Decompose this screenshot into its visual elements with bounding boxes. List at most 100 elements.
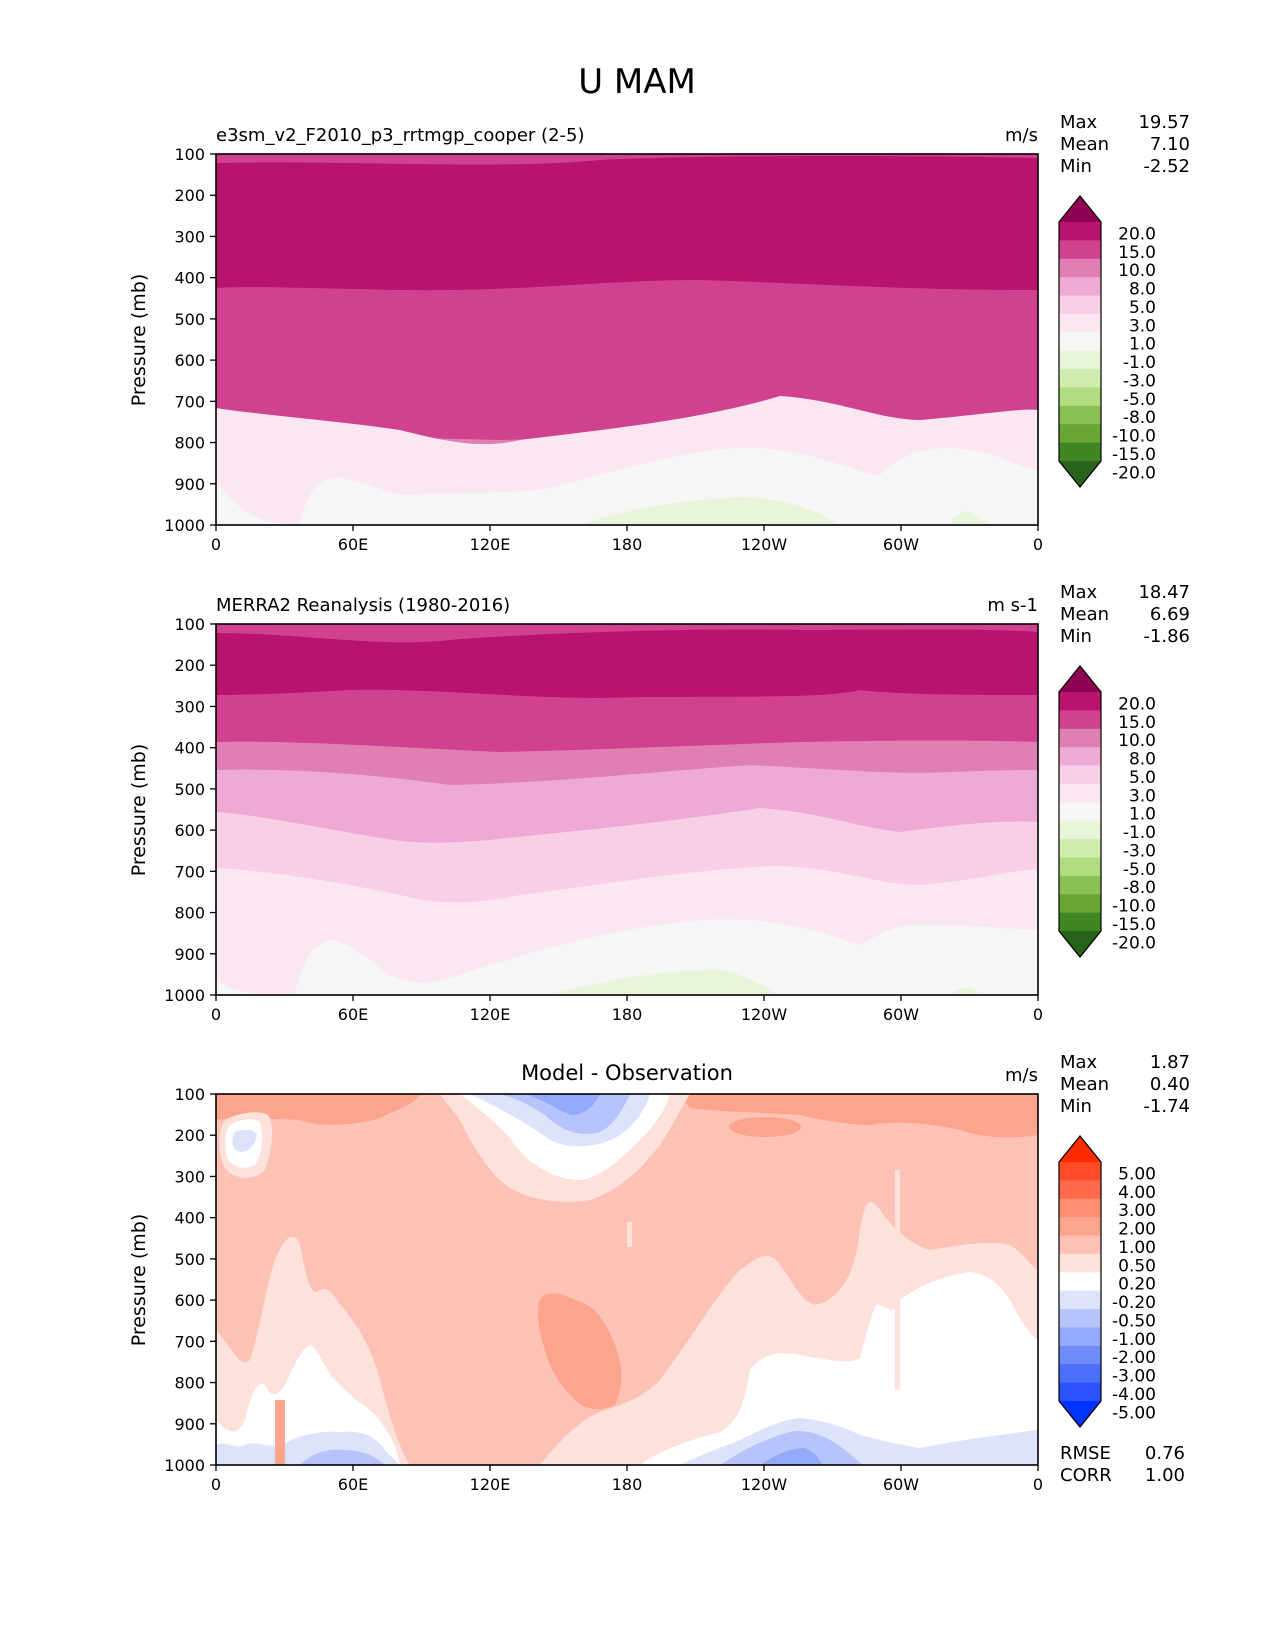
colorbar-swatch	[1059, 1345, 1101, 1365]
colorbar-tick-label: 2.00	[1118, 1220, 1156, 1240]
y-tick-label: 700	[174, 1332, 205, 1351]
colorbar-tick-label: -8.0	[1123, 878, 1156, 898]
colorbar-tick-label: -0.20	[1112, 1293, 1156, 1313]
x-tick-label: 120E	[470, 1475, 511, 1494]
band-1-2-central	[537, 1293, 622, 1410]
colorbar-extend-min	[1059, 461, 1101, 487]
colorbar-swatch	[1059, 1309, 1101, 1329]
colorbar-extend-max	[1059, 196, 1101, 222]
x-tick-label: 60E	[338, 1475, 368, 1494]
y-tick-label: 100	[174, 145, 205, 164]
colorbar-tick-label: 0.20	[1118, 1275, 1156, 1295]
colorbar-swatch	[1059, 277, 1101, 297]
y-tick-label: 300	[174, 697, 205, 716]
x-tick-label: 180	[612, 535, 643, 554]
band-neg1-east	[720, 1431, 862, 1465]
colorbar-tick-label: -2.00	[1112, 1348, 1156, 1368]
colorbar-swatch	[1059, 747, 1101, 767]
colorbar-swatch	[1059, 894, 1101, 914]
colorbar-tick-label: 20.0	[1118, 224, 1156, 244]
stat-label-min: Min	[1060, 1096, 1092, 1117]
y-tick-label: 600	[174, 351, 205, 370]
y-axis: 100 200 300 400 500 600 700 800 900 1000	[164, 615, 216, 1005]
band-15-20	[216, 155, 1038, 291]
x-axis: 0 60E 120E 180 120W 60W 0	[211, 995, 1043, 1024]
colorbar-swatch	[1059, 765, 1101, 785]
contour-field	[216, 154, 1038, 525]
colorbar-swatch	[1059, 1364, 1101, 1384]
y-tick-label: 700	[174, 862, 205, 881]
colorbar-outline	[1058, 195, 1102, 488]
colorbar-swatch	[1059, 258, 1101, 278]
y-tick-label: 700	[174, 392, 205, 411]
y-tick-label: 800	[174, 1374, 205, 1393]
stat-label-min: Min	[1060, 626, 1092, 647]
band-neg1-1	[216, 447, 1038, 525]
stat-value-min: -2.52	[1143, 156, 1190, 177]
y-axis: 100 200 300 400 500 600 700 800 900 1000	[164, 145, 216, 535]
panel-units: m/s	[1005, 1065, 1038, 1086]
colorbar-tick-label: 8.0	[1129, 750, 1156, 770]
stats-box: Max 19.57 Mean 7.10 Min -2.52	[1060, 112, 1190, 177]
stat-value-min: -1.86	[1143, 626, 1190, 647]
colorbar-swatch	[1059, 369, 1101, 389]
x-tick-label: 60E	[338, 1005, 368, 1024]
x-tick-label: 60W	[883, 1475, 919, 1494]
colorbar-swatch	[1059, 1162, 1101, 1181]
contour-field	[216, 1094, 1038, 1465]
colorbar-swatch	[1059, 405, 1101, 425]
stat-label-mean: Mean	[1060, 604, 1109, 625]
stat-value-max: 19.57	[1138, 112, 1190, 133]
colorbar-tick-label: -5.0	[1123, 860, 1156, 880]
colorbar-tick-label: 10.0	[1118, 261, 1156, 281]
colorbar-swatch	[1059, 1272, 1101, 1292]
stat-label-max: Max	[1060, 582, 1098, 603]
colorbar-tick-label: 8.0	[1129, 280, 1156, 300]
y-tick-label: 100	[174, 615, 205, 634]
y-tick-label: 500	[174, 310, 205, 329]
panel-units: m/s	[1005, 125, 1038, 146]
colorbar-tick-label: 5.0	[1129, 768, 1156, 788]
colorbar-tick-label: -4.00	[1112, 1385, 1156, 1405]
y-tick-label: 900	[174, 475, 205, 494]
y-axis-label: Pressure (mb)	[128, 1214, 150, 1347]
colorbar: 20.015.010.08.05.03.01.0-1.0-3.0-5.0-8.0…	[1058, 195, 1156, 488]
colorbar-tick-label: 15.0	[1118, 243, 1156, 263]
y-tick-label: 200	[174, 1126, 205, 1145]
band-15-20	[216, 629, 1038, 698]
x-tick-label: 120E	[470, 1005, 511, 1024]
stat-value-min: -1.74	[1143, 1096, 1190, 1117]
x-axis: 0 60E 120E 180 120W 60W 0	[211, 1465, 1043, 1494]
colorbar-swatch	[1059, 912, 1101, 932]
band-neg2-neg1-trough	[525, 1094, 600, 1115]
stat-value-mean: 0.40	[1150, 1074, 1190, 1095]
y-axis-label: Pressure (mb)	[128, 744, 150, 877]
colorbar-tick-label: -1.00	[1112, 1330, 1156, 1350]
colorbar-swatch	[1059, 802, 1101, 822]
stats-box: Max 18.47 Mean 6.69 Min -1.86	[1060, 582, 1190, 647]
y-tick-label: 200	[174, 656, 205, 675]
colorbar-tick-label: -0.50	[1112, 1311, 1156, 1331]
x-tick-label: 0	[211, 535, 221, 554]
colorbar-tick-label: 1.00	[1118, 1238, 1156, 1258]
band-0.2-0.5-streak	[627, 1222, 632, 1247]
stat-label-max: Max	[1060, 1052, 1098, 1073]
y-tick-label: 500	[174, 1250, 205, 1269]
y-tick-label: 1000	[164, 986, 205, 1005]
colorbar-swatch	[1059, 387, 1101, 407]
colorbar-tick-label: 1.0	[1129, 335, 1156, 355]
colorbar-tick-label: -3.00	[1112, 1367, 1156, 1387]
stat-label-mean: Mean	[1060, 1074, 1109, 1095]
colorbar-swatch	[1059, 1235, 1101, 1255]
x-tick-label: 0	[1033, 1475, 1043, 1494]
panel-test: e3sm_v2_F2010_p3_rrtmgp_cooper (2-5) m/s…	[128, 112, 1190, 554]
colorbar-tick-label: 3.0	[1129, 316, 1156, 336]
stat-value-max: 1.87	[1150, 1052, 1190, 1073]
colorbar-swatch	[1059, 350, 1101, 370]
y-tick-label: 800	[174, 434, 205, 453]
colorbar-swatch	[1059, 839, 1101, 859]
stat-label-mean: Mean	[1060, 134, 1109, 155]
y-axis: 100 200 300 400 500 600 700 800 900 1000	[164, 1085, 216, 1475]
panel-title-center: Model - Observation	[521, 1061, 733, 1085]
